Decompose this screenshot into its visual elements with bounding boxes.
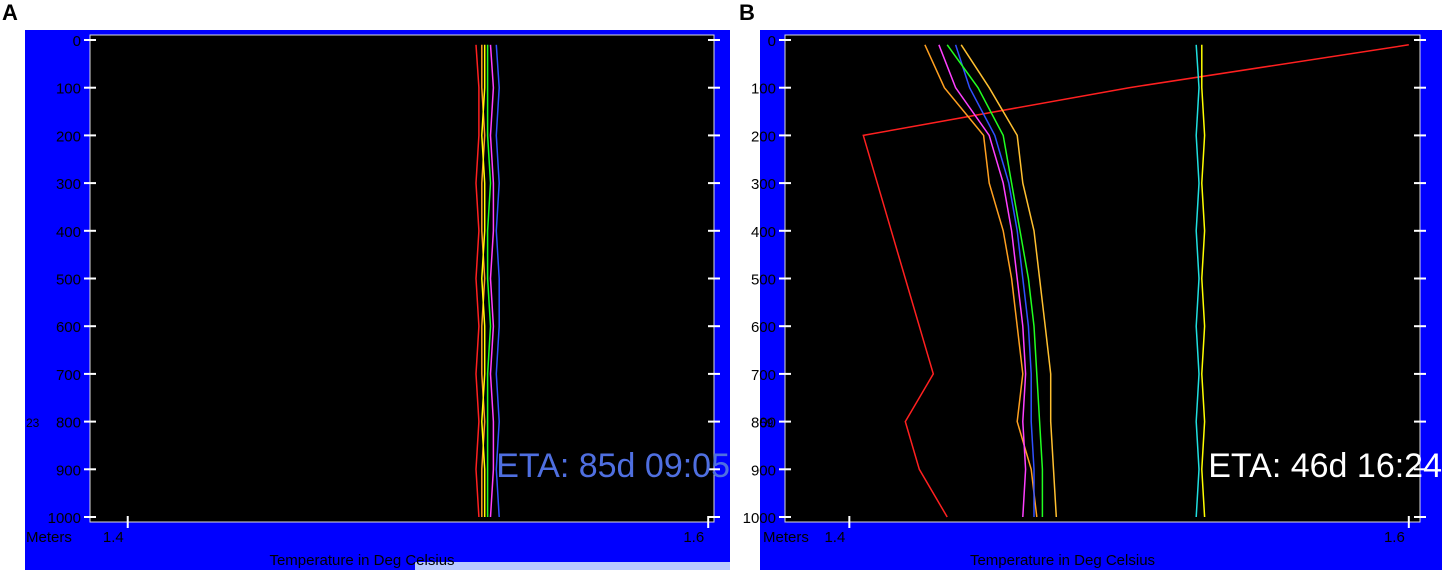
y-tick-label: 400 bbox=[56, 224, 81, 241]
scrollbar bbox=[415, 562, 730, 570]
profile-line bbox=[486, 44, 492, 517]
eta-annotation: ETA: 85d 09:05 bbox=[496, 447, 730, 485]
y-tick-label: 900 bbox=[56, 462, 81, 479]
side-label: 59 bbox=[760, 416, 774, 430]
eta-annotation: ETA: 46d 16:24 bbox=[1208, 447, 1442, 485]
y-tick-label: 600 bbox=[56, 319, 81, 336]
profile-line bbox=[1195, 44, 1200, 518]
profile-line bbox=[481, 44, 486, 517]
y-tick-label: 100 bbox=[56, 81, 81, 98]
y-tick-label: 0 bbox=[768, 33, 776, 50]
y-tick-label: 300 bbox=[56, 176, 81, 193]
profile-line bbox=[954, 44, 1035, 517]
y-tick-label: 800 bbox=[56, 415, 81, 432]
x-axis-label: Temperature in Deg Celsius bbox=[269, 552, 454, 569]
x-axis-label: Temperature in Deg Celsius bbox=[970, 552, 1155, 569]
profile-line bbox=[946, 44, 1044, 517]
y-tick-label: 700 bbox=[56, 367, 81, 384]
y-tick-label: 400 bbox=[751, 224, 776, 241]
profile-line bbox=[481, 44, 486, 517]
profile-line bbox=[862, 44, 1409, 518]
panel-label: A bbox=[2, 0, 18, 25]
profile-line bbox=[475, 44, 480, 518]
x-tick-label: 1.6 bbox=[1384, 529, 1405, 546]
profile-line bbox=[924, 44, 1038, 518]
profile-line bbox=[495, 44, 500, 518]
side-label: 23 bbox=[26, 416, 40, 430]
y-tick-label: 700 bbox=[751, 367, 776, 384]
x-tick-label: 1.4 bbox=[824, 529, 845, 546]
y-tick-label: 900 bbox=[751, 462, 776, 479]
y-tick-label: 500 bbox=[751, 271, 776, 288]
y-tick-label: 100 bbox=[751, 81, 776, 98]
plot-area bbox=[784, 34, 1421, 523]
y-tick-label: 1000 bbox=[48, 510, 81, 527]
y-tick-label: 200 bbox=[751, 128, 776, 145]
y-tick-label: 200 bbox=[56, 128, 81, 145]
profile-line bbox=[489, 44, 495, 518]
y-tick-label: 1000 bbox=[743, 510, 776, 527]
plot-area bbox=[89, 34, 715, 523]
y-tick-label: 300 bbox=[751, 176, 776, 193]
y-tick-label: 600 bbox=[751, 319, 776, 336]
x-tick-label: 1.4 bbox=[103, 529, 124, 546]
y-tick-label: 800 bbox=[751, 415, 776, 432]
panel-label: B bbox=[739, 0, 755, 25]
profile-line bbox=[1201, 44, 1206, 518]
profile-line bbox=[938, 44, 1027, 518]
y-tick-label: 0 bbox=[73, 33, 81, 50]
y-tick-label: 500 bbox=[56, 271, 81, 288]
profile-line bbox=[960, 44, 1058, 518]
y-axis-unit: Meters bbox=[763, 529, 809, 546]
x-tick-label: 1.6 bbox=[683, 529, 704, 546]
y-axis-unit: Meters bbox=[26, 529, 72, 546]
